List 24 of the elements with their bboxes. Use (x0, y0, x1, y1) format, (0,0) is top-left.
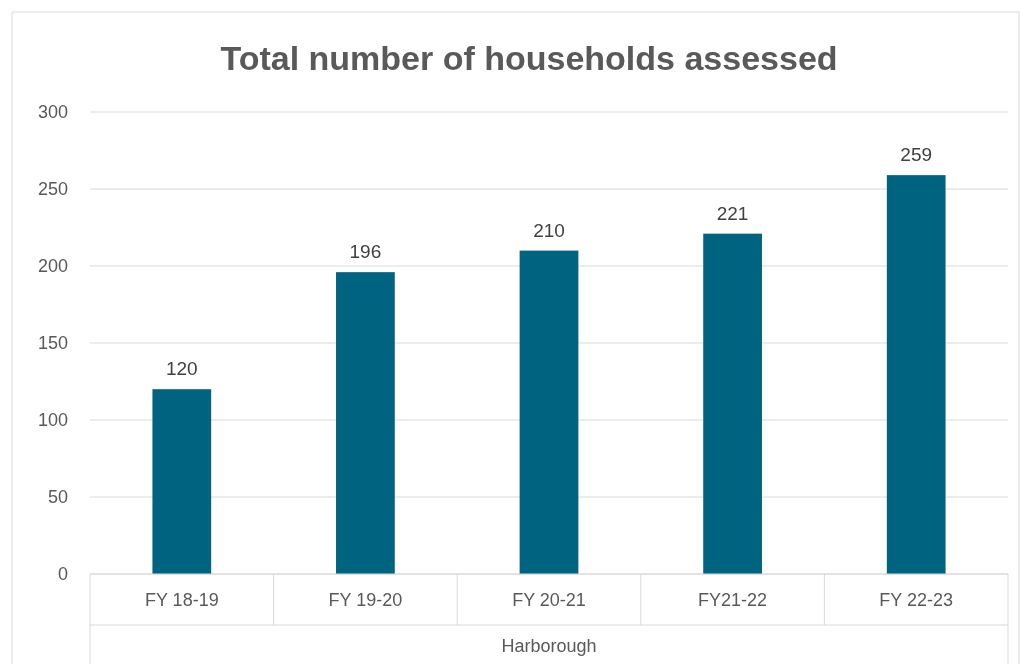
y-tick-label: 0 (57, 564, 68, 585)
y-tick-label: 300 (37, 102, 68, 123)
bar (703, 233, 762, 574)
x-tick-label: FY 22-23 (879, 590, 954, 610)
bar (886, 175, 946, 574)
x-axis-title: Harborough (501, 636, 597, 656)
data-label: 196 (349, 241, 382, 263)
data-label: 221 (716, 202, 749, 224)
chart-title: Total number of households assessed (220, 39, 838, 77)
y-tick-label: 100 (37, 410, 68, 431)
y-tick-label: 250 (37, 179, 68, 200)
x-tick-label: FY 20-21 (512, 590, 586, 610)
data-label: 259 (900, 144, 933, 166)
bar (336, 272, 395, 574)
x-tick-label: FY 19-20 (328, 590, 403, 610)
bar (519, 250, 579, 574)
data-label: 120 (165, 358, 198, 380)
bar (152, 389, 212, 574)
data-label: 210 (533, 219, 565, 241)
x-tick-label: FY 18-19 (144, 590, 219, 610)
y-tick-label: 200 (37, 256, 68, 277)
y-tick-label: 50 (47, 487, 68, 508)
x-tick-label: FY21-22 (698, 590, 768, 610)
y-tick-label: 150 (37, 333, 68, 354)
